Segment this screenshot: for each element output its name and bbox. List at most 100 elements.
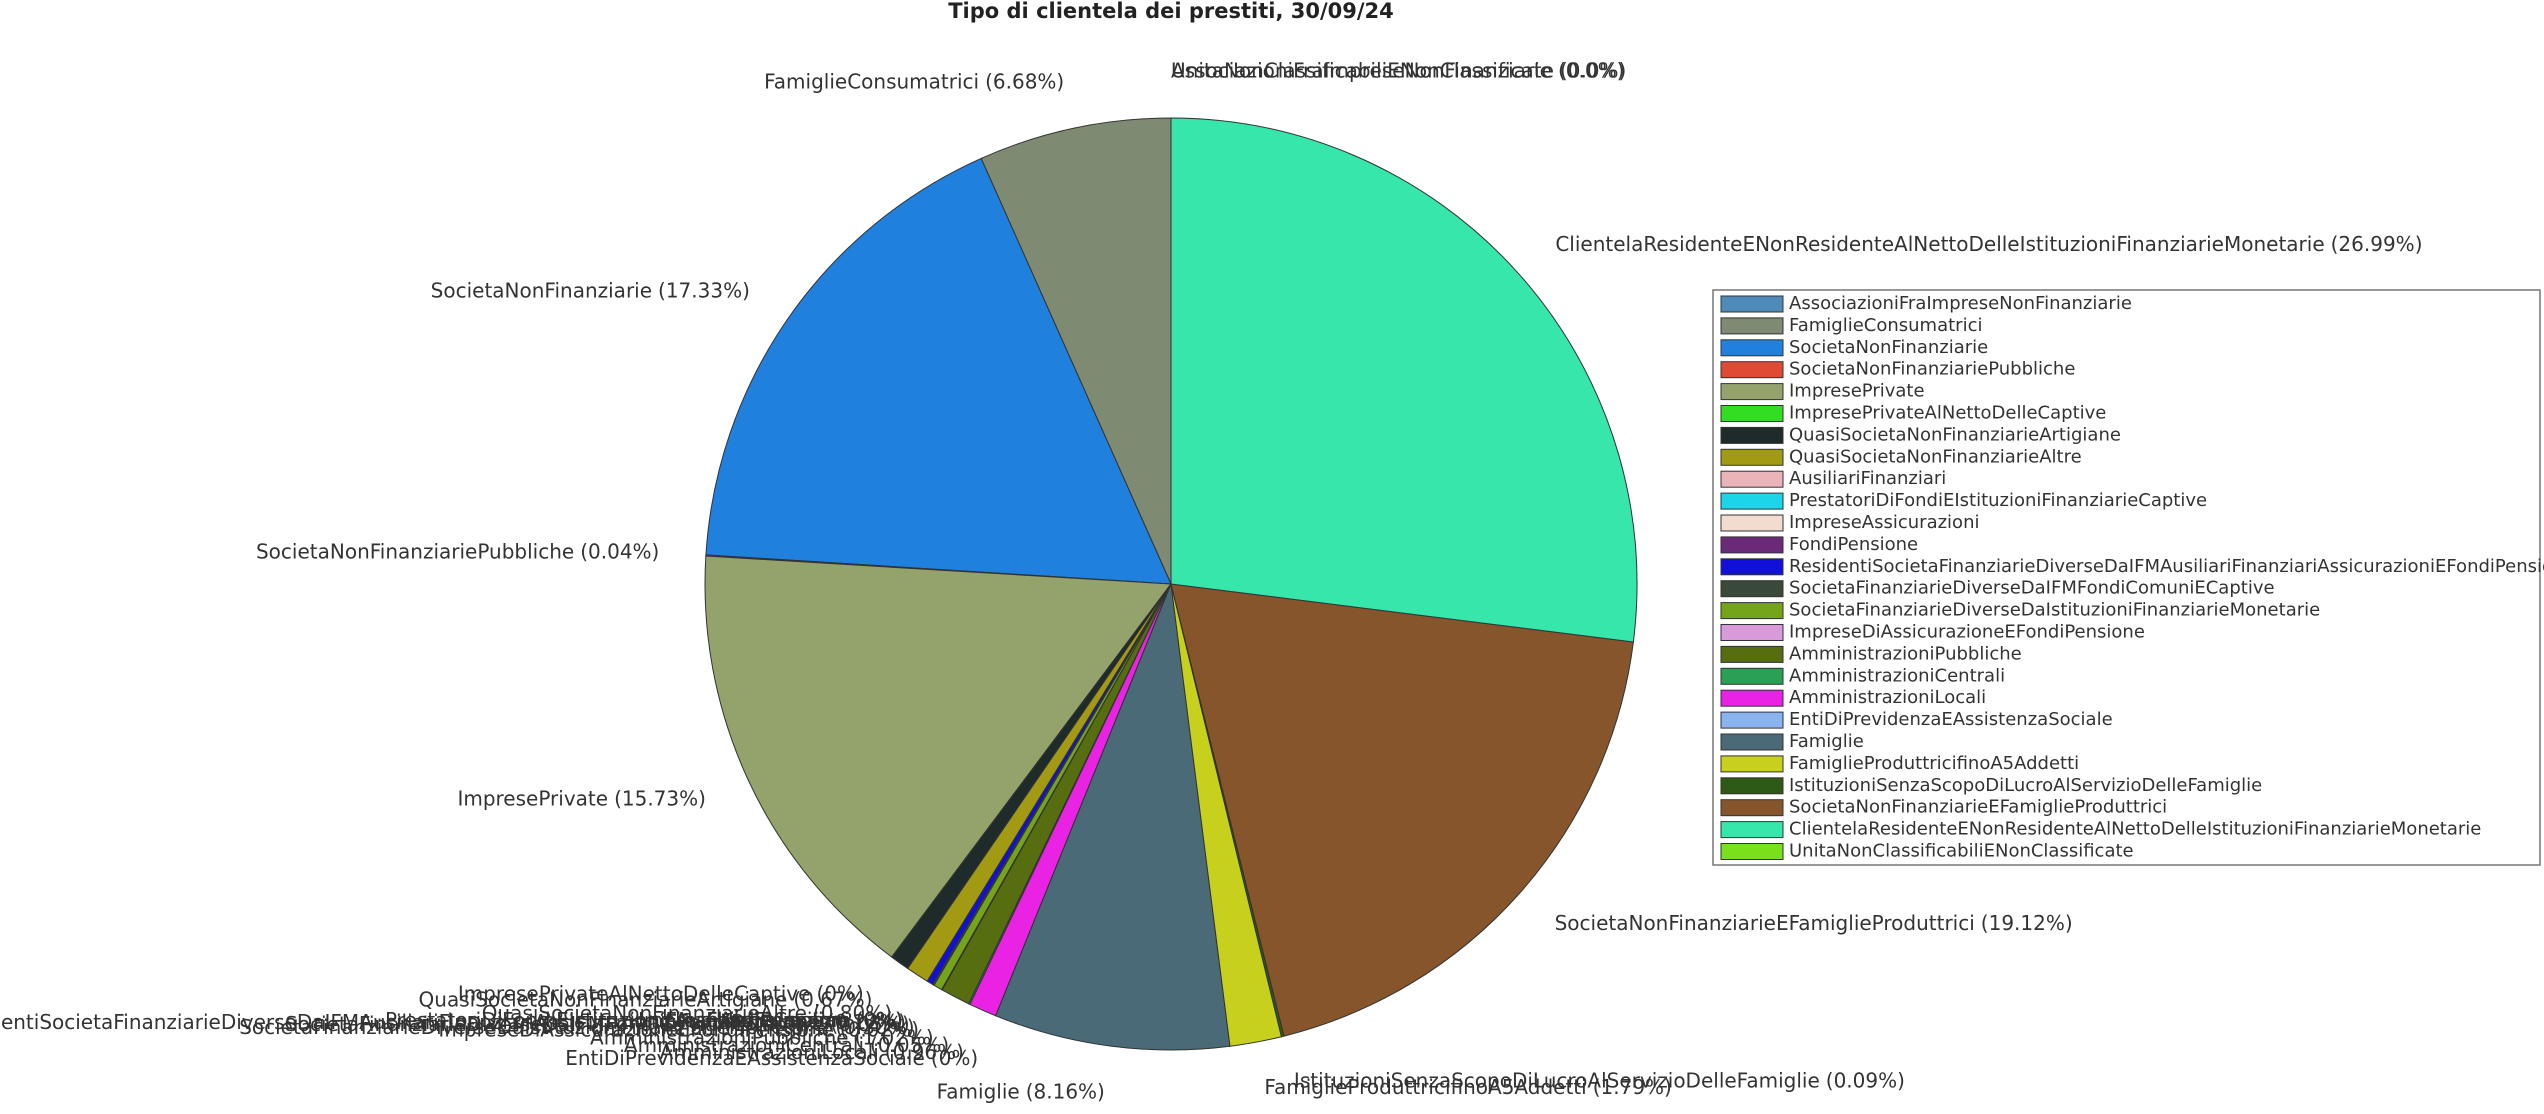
legend-swatch — [1720, 821, 1784, 839]
slice-percent: (0%) — [856, 1007, 903, 1031]
legend-swatch — [1720, 317, 1784, 335]
slice-percent: (17.33%) — [658, 278, 750, 302]
legend-label: IstituzioniSenzaScopoDiLucroAlServizioDe… — [1789, 775, 2262, 796]
slice-name: ImpresePrivateAlNettoDelleCaptive — [458, 981, 811, 1005]
slice-percent: (26.99%) — [2331, 231, 2423, 255]
slice-label: FondiPensione (0%) — [706, 1007, 903, 1031]
legend-label: FamiglieConsumatrici — [1789, 315, 1982, 336]
slice-label: ClientelaResidenteENonResidenteAlNettoDe… — [1555, 231, 2422, 255]
legend-swatch — [1720, 426, 1784, 444]
slice-label: SocietaNonFinanziariePubbliche (0.04%) — [256, 539, 659, 563]
pie-slice — [995, 582, 1231, 1051]
slice-percent: (6.68%) — [985, 69, 1064, 93]
slice-name: PrestatoriDiFondiEIstituzioniFinanziarie… — [385, 1007, 850, 1031]
slice-label: EntiDiPrevidenzaEAssistenzaSociale (0%) — [565, 1045, 978, 1069]
legend-swatch — [1720, 448, 1784, 466]
slice-percent: (8.16%) — [1026, 1079, 1105, 1103]
slice-label: SocietaNonFinanziarie (17.33%) — [431, 278, 750, 302]
slice-percent: (0.05%) — [870, 1033, 949, 1057]
chart-title: Tipo di clientela dei prestiti, 30/09/24 — [948, 0, 1394, 23]
slice-label: AssociazioniFraImpreseNonFinanziarie (0.0… — [1171, 58, 1624, 82]
legend-swatch — [1720, 689, 1784, 707]
slice-label: PrestatoriDiFondiEIstituzioniFinanziarie… — [385, 1007, 903, 1031]
legend-label: AssociazioniFraImpreseNonFinanziarie — [1789, 293, 2132, 314]
slice-percent: (0.0%) — [1558, 58, 1624, 82]
legend-label: SocietaNonFinanziarieEFamiglieProduttric… — [1789, 797, 2167, 818]
slice-name: QuasiSocietaNonFinanziarieArtigiane — [419, 987, 788, 1011]
slice-label: Famiglie (8.16%) — [937, 1079, 1105, 1103]
legend-label: EntiDiPrevidenzaEAssistenzaSociale — [1789, 709, 2113, 730]
slice-name: ResidentiSocietaFinanziarieDiverseDaIFMA… — [0, 1009, 821, 1033]
slice-label: ImpresePrivate (15.73%) — [457, 786, 706, 810]
pie-slice — [704, 555, 1172, 958]
legend-label: ImpresePrivateAlNettoDelleCaptive — [1789, 403, 2106, 424]
slice-percent: (0.09%) — [1826, 1068, 1905, 1092]
slice-percent: (0.30%) — [835, 1014, 914, 1038]
slice-percent: (0%) — [931, 1045, 978, 1069]
legend-label: UnitaNonClassificabiliENonClassificate — [1789, 841, 2134, 862]
slice-name: UnitaNonClassificabiliENonClassificate — [1171, 58, 1554, 82]
slice-label: SocietaFinanziarieDiverseDaIFMFondiComun… — [285, 1011, 910, 1035]
legend-swatch — [1720, 470, 1784, 488]
legend-label: ImpreseAssicurazioni — [1789, 512, 1979, 533]
legend-box — [1712, 289, 2541, 866]
slice-name: IstituzioniSenzaScopoDiLucroAlServizioDe… — [1294, 1068, 1820, 1092]
slice-label: ImpreseAssicurazioni (0%) — [638, 1007, 903, 1031]
legend-label: AmministrazioniCentrali — [1789, 665, 2005, 686]
slice-name: SocietaFinanziarieDiverseDaIstituzioniFi… — [239, 1014, 829, 1038]
legend-swatch — [1720, 339, 1784, 357]
legend-swatch — [1720, 799, 1784, 817]
slice-name: ImpresePrivate — [457, 786, 608, 810]
slice-name: FondiPensione — [706, 1007, 849, 1031]
slice-label: QuasiSocietaNonFinanziarieArtigiane (0.67… — [419, 987, 873, 1011]
legend-swatch — [1720, 624, 1784, 641]
slice-percent: (0.05%) — [831, 1011, 910, 1035]
slice-label: AusiliariFinanziari (0%) — [675, 1007, 903, 1031]
pie-slice — [1170, 583, 1634, 1037]
legend-swatch — [1720, 667, 1784, 685]
slice-label: AmministrazioniCentrali (0.05%) — [624, 1033, 949, 1057]
legend-label: AmministrazioniPubbliche — [1789, 643, 2022, 664]
pie-slice — [1170, 117, 1638, 643]
slice-name: AmministrazioniPubbliche — [590, 1025, 849, 1049]
legend-swatch — [1720, 405, 1784, 422]
legend-label: QuasiSocietaNonFinanziarieArtigiane — [1789, 424, 2121, 445]
legend-swatch — [1720, 361, 1784, 379]
slice-percent: (1.79%) — [1593, 1075, 1672, 1099]
legend-swatch — [1720, 755, 1784, 773]
slice-name: FamiglieConsumatrici — [764, 69, 979, 93]
legend-label: PrestatoriDiFondiEIstituzioniFinanziarie… — [1789, 490, 2207, 511]
legend-swatch — [1720, 777, 1784, 795]
slice-name: SocietaFinanziarieDiverseDaIFMFondiComun… — [285, 1011, 825, 1035]
legend-label: ImpreseDiAssicurazioneEFondiPensione — [1789, 622, 2145, 643]
slice-name: AusiliariFinanziari — [675, 1007, 850, 1031]
legend-swatch — [1720, 711, 1784, 729]
legend-swatch — [1720, 295, 1784, 313]
slice-percent: (1.02%) — [855, 1025, 934, 1049]
legend-label: QuasiSocietaNonFinanziarieAltre — [1789, 446, 2082, 467]
slice-percent: (15.73%) — [614, 786, 706, 810]
pie-slice — [705, 157, 1172, 585]
slice-label: UnitaNonClassificabiliENonClassificate (0… — [1171, 58, 1626, 82]
slice-percent: (0.02%) — [840, 1017, 919, 1041]
legend-label: ImpresePrivate — [1789, 381, 1925, 402]
slice-name: SocietaNonFinanziarie — [431, 278, 652, 302]
slice-percent: (0.80%) — [813, 1001, 892, 1025]
slice-percent: (0%) — [856, 1007, 903, 1031]
slice-label: ResidentiSocietaFinanziarieDiverseDaIFMA… — [0, 1009, 906, 1033]
legend-label: AmministrazioniLocali — [1789, 687, 1986, 708]
slice-name: AmministrazioniCentrali — [624, 1033, 864, 1057]
slice-label: QuasiSocietaNonFinanziarieAltre (0.80%) — [482, 1001, 892, 1025]
legend-swatch — [1720, 514, 1784, 532]
slice-name: Famiglie — [937, 1079, 1020, 1103]
slice-percent: (0.96%) — [885, 1039, 964, 1063]
legend-swatch — [1720, 645, 1784, 663]
legend-label: ResidentiSocietaFinanziarieDiverseDaIFMA… — [1789, 556, 2544, 577]
legend-label: ClientelaResidenteENonResidenteAlNettoDe… — [1789, 819, 2481, 840]
legend-label: AusiliariFinanziari — [1789, 468, 1946, 489]
slice-name: FamiglieProduttricifinoA5Addetti — [1264, 1075, 1586, 1099]
slice-label: FamiglieProduttricifinoA5Addetti (1.79%) — [1264, 1075, 1672, 1099]
legend-label: SocietaNonFinanziariePubbliche — [1789, 359, 2075, 380]
